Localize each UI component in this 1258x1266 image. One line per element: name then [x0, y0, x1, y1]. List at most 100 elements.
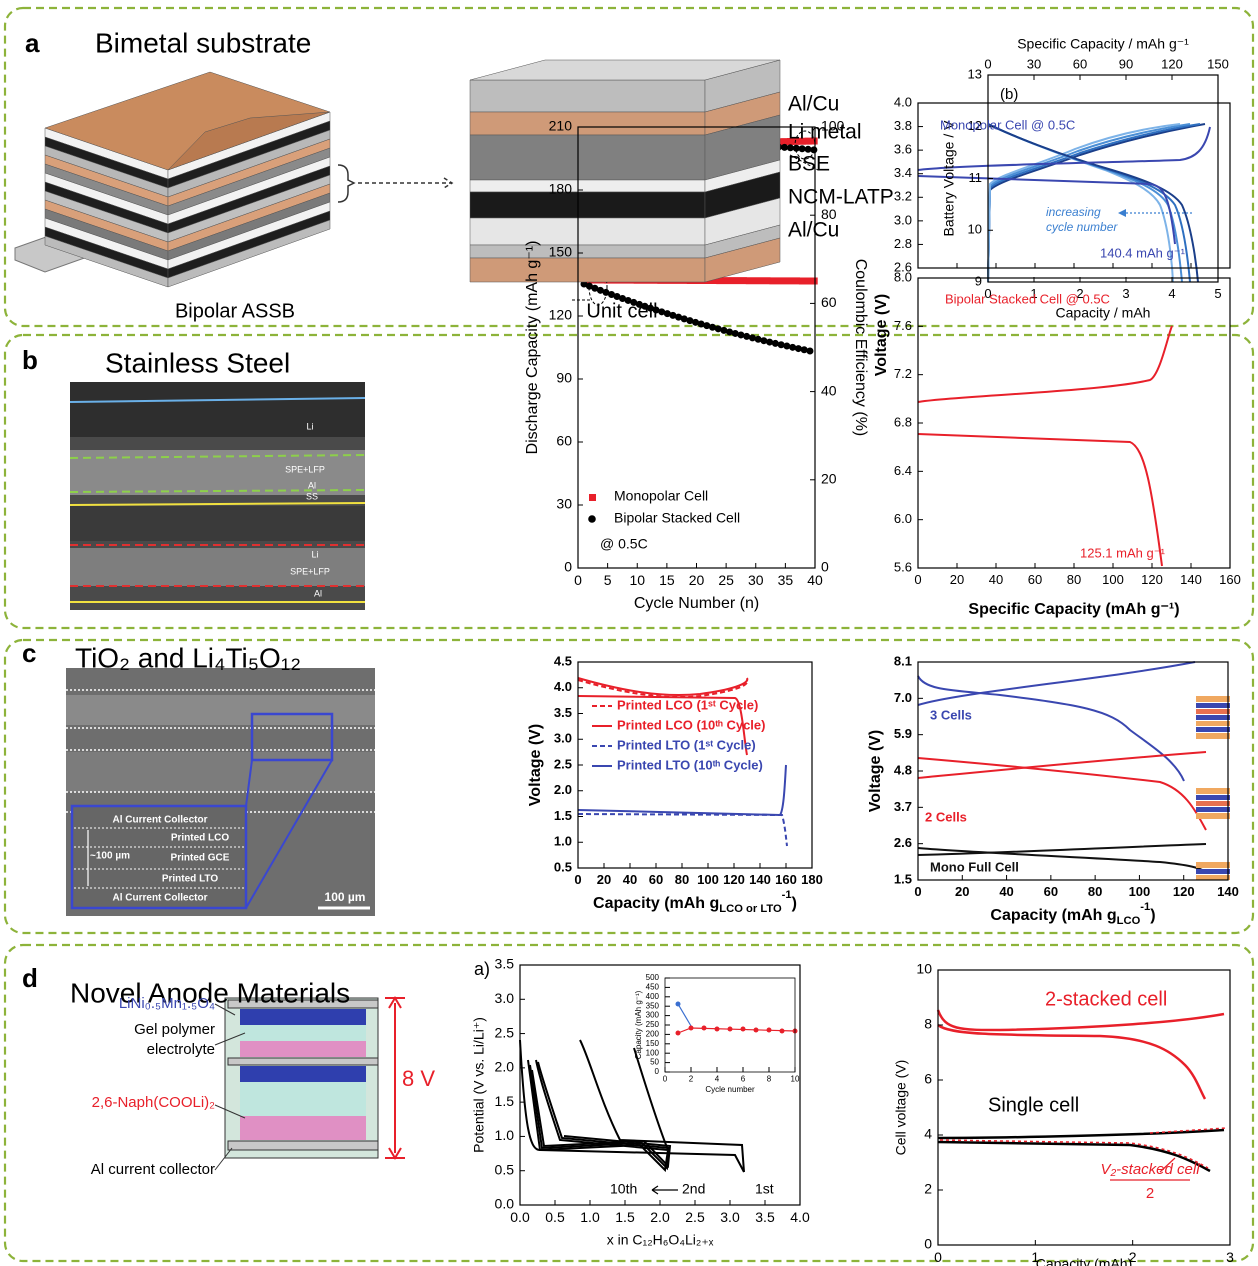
x-tick-label: 40	[999, 884, 1013, 899]
x-tick-label: 25	[718, 572, 734, 588]
y-tick-label: 4.5	[554, 653, 572, 668]
layer-label: Al/Cu	[788, 93, 839, 116]
y-tick-label: 100	[821, 118, 845, 134]
x-tick-label: 0	[984, 286, 991, 301]
image-label: SS	[306, 491, 318, 501]
x-axis-label-sub: LCO or LTO	[719, 903, 782, 915]
stack-top-cut	[167, 111, 331, 171]
panel-title: TiO₂ and Li₄Ti₅O₁₂	[75, 642, 301, 673]
y-tick-label: 6.8	[894, 414, 912, 429]
y-axis-label: Battery Voltage / V	[941, 120, 957, 237]
annotation: 2nd	[682, 1181, 705, 1197]
x-axis-label-sup: -1	[1140, 901, 1150, 913]
x2-tick-label: 30	[1027, 56, 1041, 71]
stack-diagram	[214, 996, 405, 1171]
d-curves	[519, 1003, 1227, 1195]
layer-label: BSE	[788, 153, 830, 176]
panel-letter: c	[22, 638, 36, 668]
y-axis-label: Voltage (V)	[527, 724, 544, 806]
y-axis-label: Potential (V vs. Li/Li⁺)	[471, 1017, 487, 1153]
x-tick-label: 3	[1122, 286, 1129, 301]
annotation: 2 Cells	[925, 809, 967, 824]
x-tick-label: 20	[597, 872, 611, 887]
y-tick-label: 12	[968, 118, 982, 133]
annotation: cycle number	[1046, 220, 1118, 234]
diagram-label: 2,6-Naph(COOLi)₂	[92, 1094, 216, 1111]
x-tick-label: 6	[741, 1075, 746, 1084]
y-tick-label: 7.6	[894, 318, 912, 333]
y-tick-label: 2.6	[894, 259, 912, 274]
x-tick-label: 2	[1129, 1249, 1137, 1265]
y-tick-label: 1.5	[894, 871, 912, 886]
y-tick-label: 0.5	[495, 1161, 515, 1177]
x2-tick-label: 120	[1161, 56, 1183, 71]
legend-entry: Printed LCO (1ˢᵗ Cycle)	[617, 697, 758, 712]
y-tick-label: 50	[650, 1058, 659, 1067]
y-tick-label: 10	[916, 961, 932, 977]
x-tick-label: 1	[1031, 1249, 1039, 1265]
y-tick-label: 500	[646, 973, 660, 982]
y-tick-label: 0	[821, 559, 829, 575]
x-tick-label: 120	[723, 872, 745, 887]
annotation: 10th	[610, 1181, 637, 1197]
legend-entry: Printed LCO (10ᵗʰ Cycle)	[617, 717, 765, 732]
x-tick-label: 120	[1173, 884, 1195, 899]
x-tick-label: 40	[807, 572, 823, 588]
c-curves	[577, 661, 1207, 873]
x-tick-label: 20	[689, 572, 705, 588]
image-label: SPE+LFP	[285, 464, 325, 474]
image-label: Al	[308, 480, 316, 490]
x-tick-label: 120	[1141, 572, 1163, 587]
y-tick-label: 120	[549, 307, 573, 323]
y-tick-label: 9	[975, 273, 982, 288]
x-axis-label-tail: )	[792, 895, 797, 912]
y-tick-label: 1.5	[554, 808, 572, 823]
annotation: 1st	[755, 1181, 774, 1197]
x-tick-label: 160	[775, 872, 797, 887]
y2-axis-label: Coulombic Efficiency (%)	[852, 259, 869, 437]
x-axis-label: Capacity / mAh	[1056, 305, 1151, 321]
y-tick-label: 2	[924, 1181, 932, 1197]
y-tick-label: 1.0	[495, 1127, 515, 1143]
y-tick-label: 6	[924, 1071, 932, 1087]
y-tick-label: 2.6	[894, 835, 912, 850]
x-tick-label: 180	[801, 872, 823, 887]
image-label: Printed LCO	[171, 833, 230, 844]
y-tick-label: 3.5	[495, 956, 515, 972]
x-tick-label: 0	[663, 1075, 668, 1084]
annotation: Single cell	[988, 1094, 1079, 1116]
y-tick-label: 3.0	[554, 731, 572, 746]
unit-layer-front	[469, 111, 706, 136]
x-tick-label: 15	[659, 572, 675, 588]
x2-tick-label: 90	[1119, 56, 1133, 71]
fraction-denominator: 2	[1146, 1185, 1154, 1202]
x-tick-label: 3	[1226, 1249, 1234, 1265]
x-tick-label: 4	[1168, 286, 1175, 301]
arrow	[358, 177, 454, 189]
voltage-label: 8 V	[402, 1066, 435, 1091]
unit-layer-side	[704, 237, 781, 283]
y-tick-label: 5.9	[894, 726, 912, 741]
x-tick-label: 0.0	[510, 1209, 530, 1225]
annotation: 140.4 mAh g⁻¹	[1100, 245, 1186, 260]
x-axis-label-main: Capacity (mAh g	[593, 895, 719, 912]
image-label: Al Current Collector	[112, 893, 207, 904]
x-tick-label: 3.5	[755, 1209, 775, 1225]
y-axis-label: Voltage (V)	[873, 294, 890, 376]
y-tick-label: 0.5	[554, 859, 572, 874]
image-label: ~100 µm	[90, 851, 130, 862]
x-tick-label: 35	[778, 572, 794, 588]
x-tick-label: 4	[715, 1075, 720, 1084]
y-tick-label: 60	[556, 433, 572, 449]
y-tick-label: 3.4	[894, 165, 912, 180]
x-axis-label: Cycle number	[705, 1085, 755, 1094]
y-axis-label: Capacity (mAh g⁻¹)	[634, 990, 643, 1059]
diagram-label: Al current collector	[91, 1161, 215, 1178]
y-tick-label: 2.0	[495, 1059, 515, 1075]
y-tick-label: 250	[646, 1020, 660, 1029]
a-curves	[987, 123, 1206, 283]
x-tick-label: 5	[1214, 286, 1221, 301]
y-tick-label: 13	[968, 66, 982, 81]
x-tick-label: 2.5	[685, 1209, 705, 1225]
unit-top	[469, 59, 781, 81]
